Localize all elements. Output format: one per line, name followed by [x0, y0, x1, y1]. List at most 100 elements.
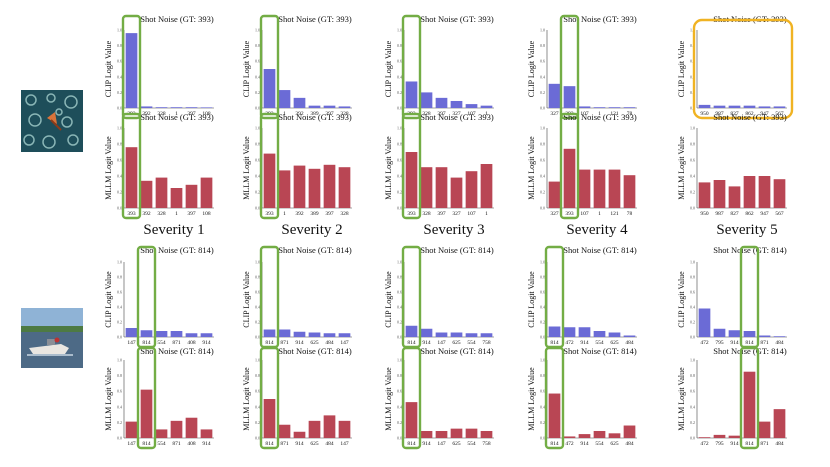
- bar: [450, 177, 463, 208]
- x-tick-label: 987: [715, 211, 724, 217]
- bar: [773, 336, 786, 337]
- x-tick-label: 827: [730, 211, 739, 217]
- bar: [420, 92, 433, 108]
- bar: [140, 180, 153, 208]
- bar: [278, 329, 291, 337]
- y-tick-label: 0.8: [255, 373, 260, 378]
- bar: [155, 177, 168, 208]
- x-tick-label: 795: [715, 441, 724, 447]
- y-tick-label: 0.2: [690, 90, 695, 95]
- x-tick-label: 121: [610, 111, 619, 117]
- bar: [758, 421, 771, 438]
- bar: [743, 176, 756, 208]
- x-tick-label: 1: [175, 111, 178, 117]
- y-tick-label: 1.0: [397, 126, 402, 131]
- bar: [420, 167, 433, 208]
- y-tick-label: 1.0: [690, 28, 695, 33]
- y-tick-label: 0.6: [117, 389, 122, 394]
- x-tick-label: 393: [565, 211, 574, 217]
- underwater-image-icon: [21, 90, 83, 152]
- bar: [125, 421, 138, 438]
- y-tick-label: 0.0: [255, 206, 260, 211]
- y-tick-label: 0.2: [397, 320, 402, 325]
- y-tick-label: 1.0: [690, 260, 695, 265]
- bar: [728, 186, 741, 208]
- x-tick-label: 814: [745, 441, 754, 447]
- x-tick-label: 121: [610, 211, 619, 217]
- x-tick-label: 914: [422, 441, 431, 447]
- y-tick-label: 0.0: [117, 106, 122, 111]
- y-tick-label: 0.0: [690, 335, 695, 340]
- y-tick-label: 0.2: [540, 90, 545, 95]
- bar: [420, 430, 433, 438]
- bar: [338, 333, 351, 337]
- y-tick-label: 0.6: [540, 290, 545, 295]
- x-tick-label: 814: [407, 441, 416, 447]
- x-tick-label: 554: [157, 441, 166, 447]
- x-tick-label: 950: [700, 211, 709, 217]
- x-tick-label: 327: [452, 111, 461, 117]
- severity-caption: Severity 4: [566, 222, 628, 238]
- bar: [698, 104, 711, 108]
- y-tick-label: 0.0: [690, 206, 695, 211]
- x-tick-label: 108: [202, 111, 211, 117]
- x-tick-label: 871: [172, 340, 181, 346]
- y-tick-label: 1.0: [255, 260, 260, 265]
- y-tick-label: 0.6: [397, 290, 402, 295]
- x-tick-label: 814: [745, 340, 754, 346]
- x-tick-label: 862: [745, 111, 754, 117]
- bar: [308, 332, 321, 337]
- bar: [125, 33, 138, 109]
- x-tick-label: 1: [598, 111, 601, 117]
- x-tick-label: 484: [775, 340, 784, 346]
- y-tick-label: 0.8: [255, 142, 260, 147]
- x-tick-label: 484: [775, 441, 784, 447]
- y-tick-label: 1.0: [255, 28, 260, 33]
- x-tick-label: 108: [202, 211, 211, 217]
- x-tick-label: 327: [550, 211, 559, 217]
- y-axis-label: CLIP Logit Value: [104, 271, 113, 328]
- x-tick-label: 389: [310, 211, 319, 217]
- x-tick-label: 472: [700, 441, 709, 447]
- bar: [435, 430, 448, 438]
- y-tick-label: 0.6: [690, 158, 695, 163]
- x-tick-label: 393: [265, 211, 274, 217]
- bar: [593, 107, 606, 108]
- x-tick-label: 484: [625, 441, 634, 447]
- chart-title: Shot Noise (GT: 814): [713, 245, 787, 255]
- bar: [480, 333, 493, 337]
- bar: [435, 167, 448, 208]
- y-axis-label: CLIP Logit Value: [527, 271, 536, 328]
- x-tick-label: 392: [142, 111, 151, 117]
- y-tick-label: 0.8: [397, 142, 402, 147]
- x-tick-label: 871: [760, 441, 769, 447]
- bar: [170, 107, 183, 108]
- x-tick-label: 914: [580, 441, 589, 447]
- y-tick-label: 0.4: [255, 74, 260, 79]
- gt-highlight-box: [259, 112, 280, 220]
- y-tick-label: 1.0: [690, 126, 695, 131]
- x-tick-label: 947: [760, 211, 769, 217]
- bar: [563, 436, 576, 438]
- y-tick-label: 0.4: [690, 404, 695, 409]
- x-tick-label: 392: [295, 211, 304, 217]
- y-tick-label: 1.0: [117, 28, 122, 33]
- x-tick-label: 147: [340, 441, 349, 447]
- x-tick-label: 472: [565, 340, 574, 346]
- chart-title: Shot Noise (GT: 814): [563, 346, 637, 356]
- y-tick-label: 0.4: [117, 305, 122, 310]
- x-tick-label: 947: [760, 111, 769, 117]
- x-tick-label: 914: [202, 340, 211, 346]
- bar: [435, 332, 448, 337]
- bar: [170, 188, 183, 208]
- bar: [155, 331, 168, 337]
- y-tick-label: 0.4: [255, 305, 260, 310]
- y-tick-label: 0.4: [690, 74, 695, 79]
- x-tick-label: 1: [283, 211, 286, 217]
- x-tick-label: 625: [310, 340, 319, 346]
- y-tick-label: 0.0: [540, 436, 545, 441]
- bar: [293, 165, 306, 208]
- chart-title: Shot Noise (GT: 814): [140, 245, 214, 255]
- x-tick-label: 107: [580, 111, 589, 117]
- bar: [200, 429, 213, 438]
